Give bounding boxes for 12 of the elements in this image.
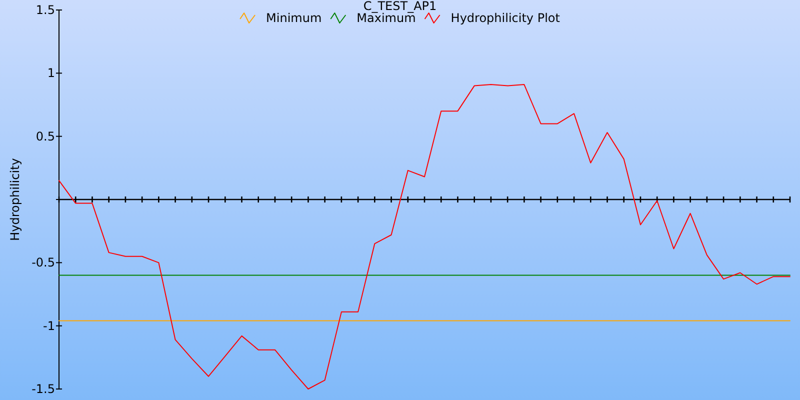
y-tick-label: 1.5 xyxy=(36,3,55,17)
y-tick-label: -0.5 xyxy=(32,256,55,270)
y-tick-label: 1 xyxy=(47,66,55,80)
chart-title: C_TEST_AP1 xyxy=(363,0,437,13)
legend-label: Minimum xyxy=(266,11,322,25)
y-tick-label: 0.5 xyxy=(36,129,55,144)
y-tick-label: -1.5 xyxy=(32,382,55,396)
y-axis-title: Hydrophilicity xyxy=(8,158,22,241)
legend-label: Hydrophilicity Plot xyxy=(450,11,560,25)
line-series xyxy=(58,84,790,390)
y-tick-label: -1 xyxy=(43,318,55,333)
legend-label: Maximum xyxy=(356,11,416,25)
